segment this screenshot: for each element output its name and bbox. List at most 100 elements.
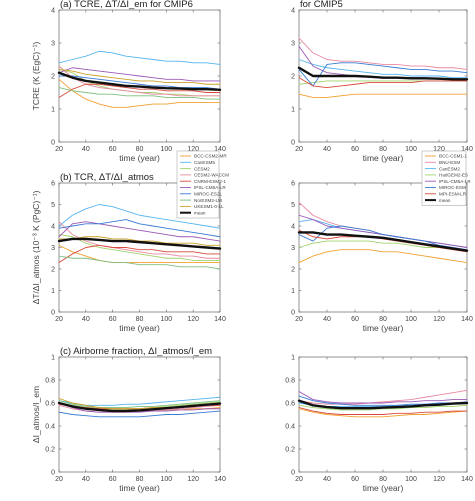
legend-entry: BCC-CSM1-1 [439,154,468,159]
series-line-mean [57,237,222,250]
x-tick-label: 80 [379,146,387,153]
series-line-bcc-csm2-mr [58,244,221,263]
legend-entry: CESM2-WACCM [194,173,229,178]
x-tick-label: 140 [461,146,473,153]
series-line-mpi-esm-lr [298,407,468,415]
series-line-miroc-esm [298,62,468,87]
y-tick-label: 0.8 [45,378,55,385]
x-axis-label: time (year) [363,323,404,333]
x-tick-label: 40 [323,146,331,153]
y-tick-label: 3 [291,41,295,48]
x-tick-label: 40 [323,476,331,483]
series-line-cnrm-esm2-1 [58,83,221,98]
y-tick-label: 2 [51,267,55,274]
y-tick-label: 4 [51,8,55,15]
series-line-cesm2-waccm [58,221,221,259]
legend-entry: UKESM1-0-LL [194,204,224,209]
series-line-canesm5 [58,50,221,65]
series-line-ipsl-cm5a-lr [298,391,468,404]
series-line-mean [297,66,469,81]
x-tick-label: 100 [405,146,417,153]
x-tick-label: 100 [160,316,172,323]
x-tick-label: 40 [82,476,90,483]
y-tick-label: 0.2 [285,447,295,454]
y-tick-label: 1 [291,288,295,295]
series-line-mean [297,231,469,252]
series-line-noresm2-lm [58,255,221,270]
y-tick-label: 0 [291,470,295,477]
x-tick-label: 80 [136,146,144,153]
x-tick-label: 120 [187,316,199,323]
x-tick-label: 20 [55,316,63,323]
y-tick-label: 2 [291,267,295,274]
series-line-mean [57,71,222,92]
series-line-ukesm1-0-ll [58,68,221,85]
y-axis-label: TCRE (K (EgC)⁻¹) [31,41,41,110]
series-line-cesm2 [58,234,221,261]
x-tick-label: 20 [295,316,303,323]
series-line-cnrm-esm2-1 [58,244,221,263]
x-tick-label: 80 [136,316,144,323]
legend-entry: mean [439,198,451,203]
series-line-mean [57,401,222,413]
legend-entry: MIROC-ESM [439,185,466,190]
series-line-noresm2-lm [58,400,221,409]
legend-entry: IPSL-CM5A-LR [439,179,471,184]
y-tick-label: 0.4 [45,424,55,431]
series-line-miroc-es2l [58,75,221,90]
x-tick-label: 20 [295,476,303,483]
y-tick-label: 3 [51,41,55,48]
x-tick-label: 40 [82,316,90,323]
x-tick-label: 140 [214,146,226,153]
x-tick-label: 100 [405,476,417,483]
legend-entry: HadGEM2-ES [439,173,468,178]
y-tick-label: 1 [51,107,55,114]
x-tick-label: 60 [351,476,359,483]
legend-entry: CanESM2 [439,166,460,171]
series-line-bcc-csm2-mr [58,78,221,108]
x-tick-label: 60 [351,316,359,323]
x-tick-label: 60 [109,316,117,323]
panel-a-left: 20 40 60 80 100 120 140 0 1 2 3 4 time (year) TCRE (K… [31,0,226,163]
x-tick-label: 80 [136,476,144,483]
y-tick-label: 0 [51,140,55,147]
panel-title: (a) TCRE, ΔT/ΔI_em for CMIP6 [60,0,193,10]
y-tick-label: 3 [291,245,295,252]
x-tick-label: 60 [109,146,117,153]
legend-entry: CanESM5 [194,160,215,165]
series-line-bnu-esm [298,389,468,405]
y-tick-label: 0 [291,140,295,147]
x-tick-label: 100 [160,476,172,483]
series-line-mean [297,399,469,410]
panel-c-right: 20 40 60 80 100 120 140 0 0.2 0.4 0.6 0.8 1 time (yea… [285,355,473,494]
y-tick-label: 6 [51,181,55,188]
series-line-bnu-esm [298,37,468,70]
series-line-canesm5 [58,204,221,229]
x-tick-label: 140 [461,476,473,483]
y-tick-label: 1 [291,355,295,362]
x-tick-label: 140 [461,316,473,323]
legend-box [421,150,467,206]
x-tick-label: 20 [55,146,63,153]
y-tick-label: 1 [51,288,55,295]
x-tick-label: 140 [214,476,226,483]
series-line-miroc-es2l [58,219,221,238]
x-tick-label: 100 [405,316,417,323]
plot-area [58,356,221,473]
panel-a-right: 20 40 60 80 100 120 140 0 1 2 3 4 time (year) for CMI… [291,0,473,163]
panel-title: (c) Airborne fraction, ΔI_atmos/I_em [60,346,212,357]
series-line-ipsl-cm6a-lr [58,402,221,413]
panel-title: for CMIP5 [300,0,343,10]
x-axis-label: time (year) [119,483,160,493]
x-tick-label: 120 [187,146,199,153]
x-tick-label: 20 [295,146,303,153]
legend-entry: CESM2 [194,166,210,171]
y-tick-label: 4 [291,8,295,15]
x-axis-label: time (year) [119,153,160,163]
x-tick-label: 80 [379,316,387,323]
y-tick-label: 3 [51,245,55,252]
x-tick-label: 120 [433,476,445,483]
x-tick-label: 140 [214,316,226,323]
panel-b-right: 20 40 60 80 100 120 140 0 1 2 3 4 5 6 time (year) [291,181,473,334]
